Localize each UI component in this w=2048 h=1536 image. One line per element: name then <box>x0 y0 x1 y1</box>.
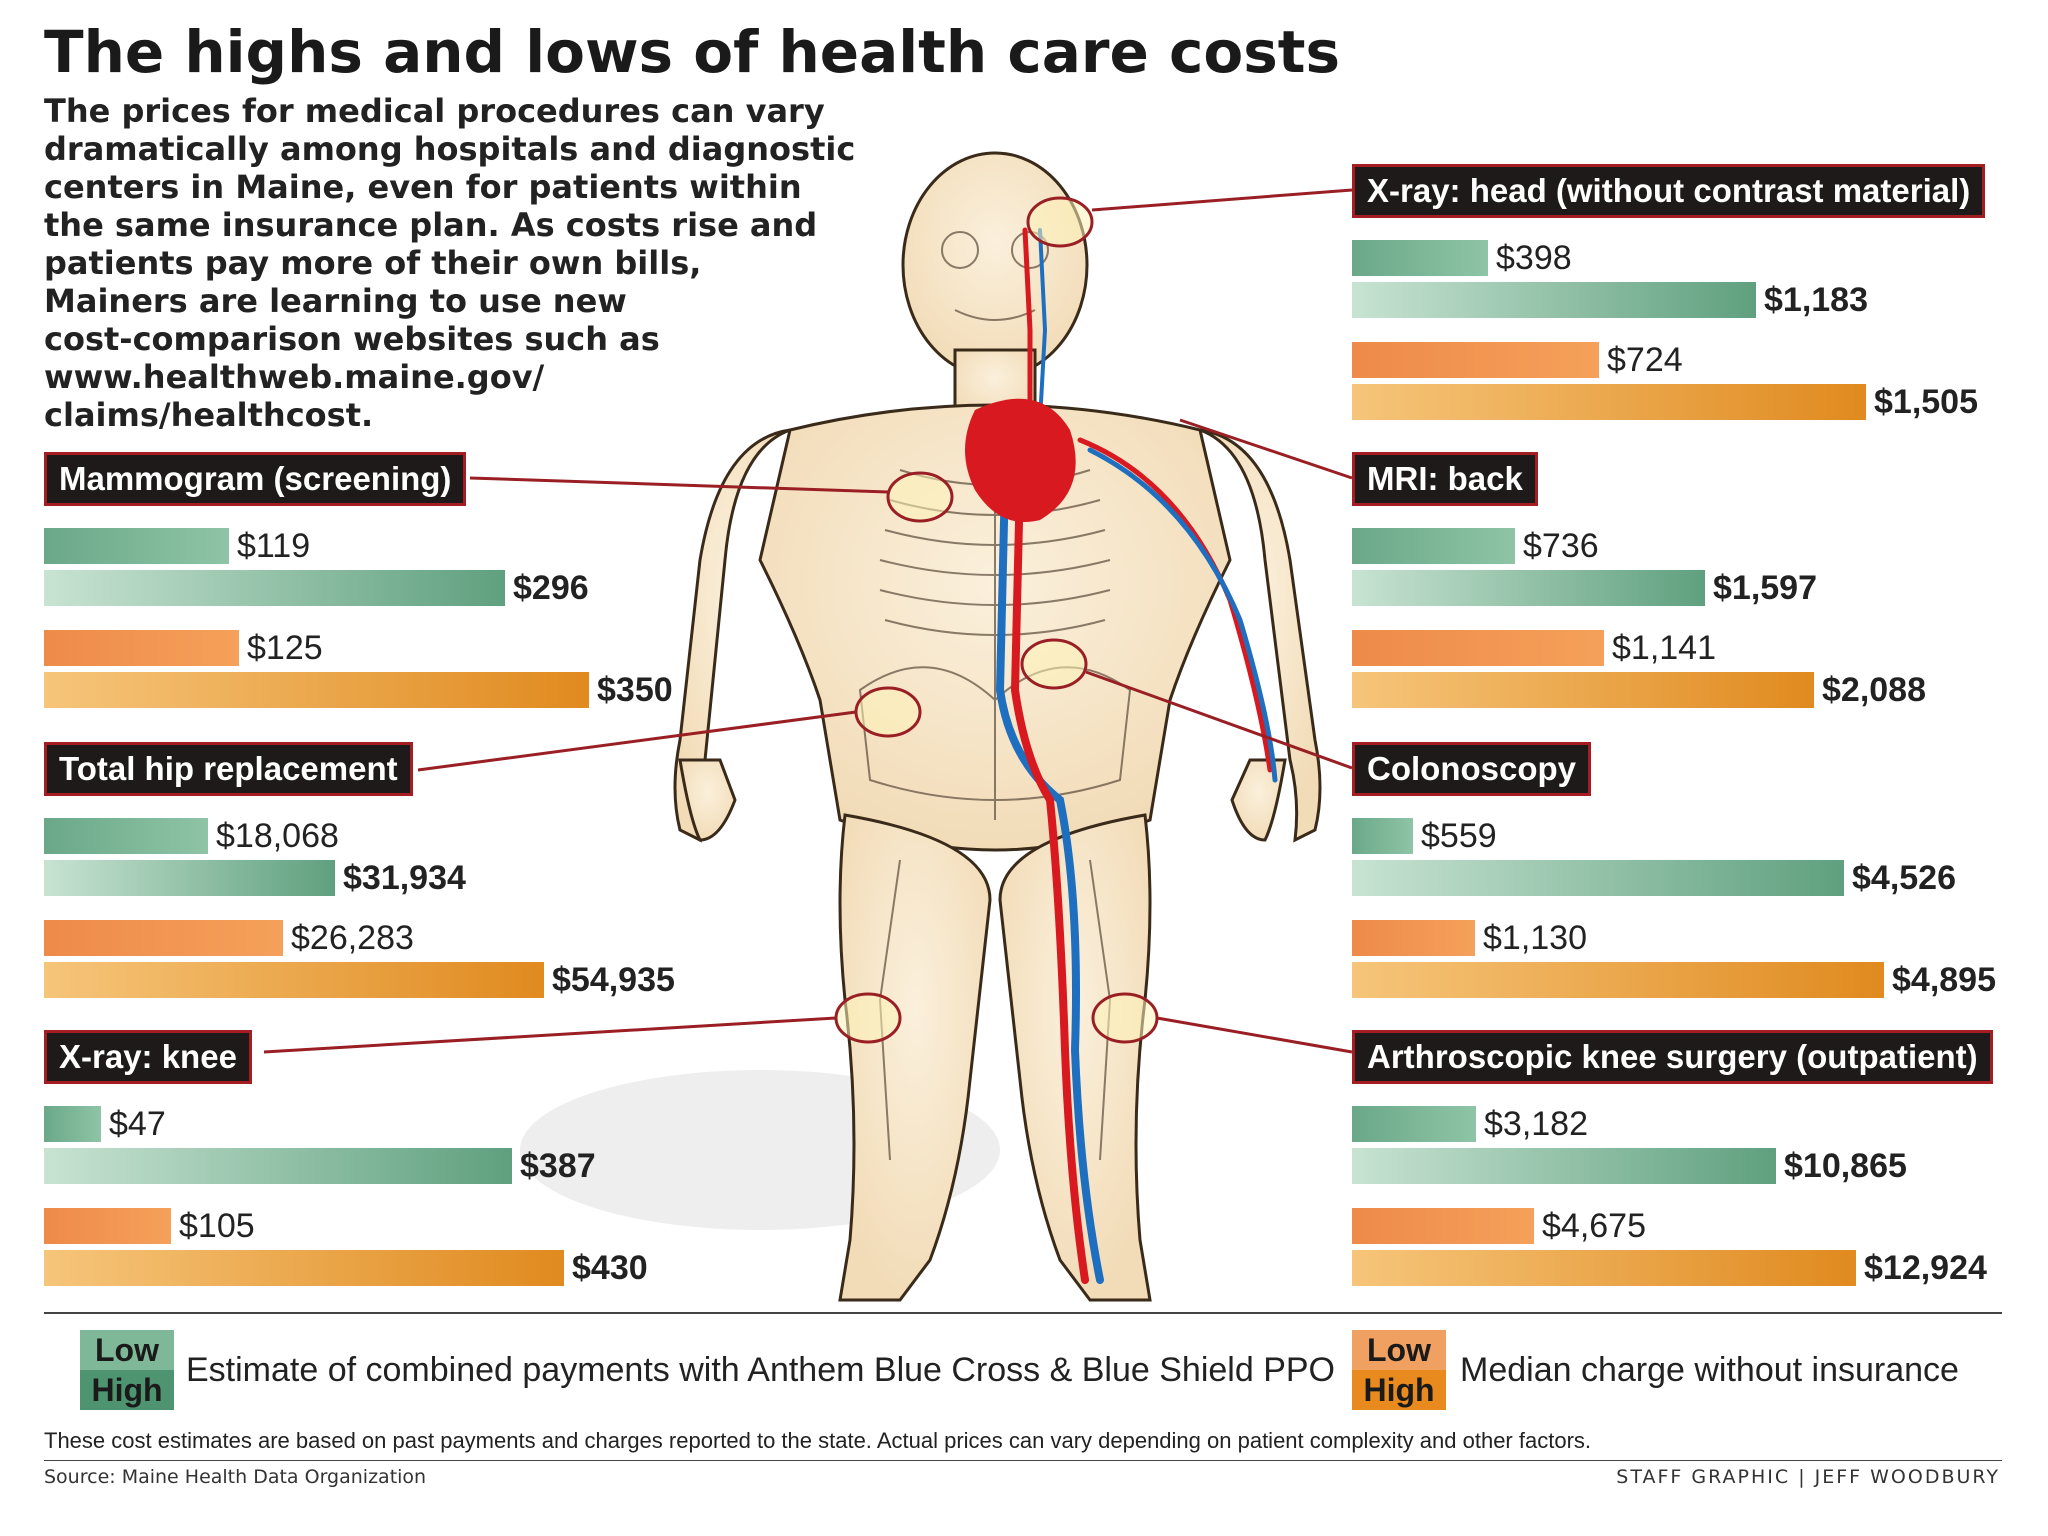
intro-line: The prices for medical procedures can va… <box>44 92 825 130</box>
intro-line: cost-comparison websites such as <box>44 320 660 358</box>
bar-median-high <box>44 1250 564 1286</box>
bar-median-low <box>44 630 239 666</box>
bar-anthem-high <box>44 860 335 896</box>
intro-line: Mainers are learning to use new <box>44 282 627 320</box>
bar-median-high <box>1352 962 1884 998</box>
bar-anthem-high <box>1352 282 1756 318</box>
value-label-median-high: $54,935 <box>552 961 675 999</box>
bar-anthem-low <box>1352 528 1515 564</box>
value-label-anthem-high: $1,597 <box>1713 569 1817 607</box>
value-label-anthem-low: $18,068 <box>216 817 339 855</box>
blood-vessels <box>995 227 1278 1284</box>
bar-median-low <box>44 1208 171 1244</box>
value-label-median-low: $125 <box>247 629 323 667</box>
value-label-anthem-high: $387 <box>520 1147 596 1185</box>
intro-text: The prices for medical procedures can va… <box>44 92 944 434</box>
intro-line: dramatically among hospitals and diagnos… <box>44 130 856 168</box>
bar-median-low <box>1352 630 1604 666</box>
legend-median-high: High <box>1352 1370 1446 1410</box>
value-label-anthem-low: $559 <box>1421 817 1497 855</box>
source-credit: Source: Maine Health Data Organization <box>44 1466 427 1488</box>
procedure-label: Total hip replacement <box>44 742 413 796</box>
intro-line: centers in Maine, even for patients with… <box>44 168 802 206</box>
bar-anthem-high <box>1352 860 1844 896</box>
bar-anthem-low <box>1352 1106 1476 1142</box>
bar-median-low <box>1352 1208 1534 1244</box>
bar-median-high <box>1352 1250 1856 1286</box>
bar-median-high <box>1352 384 1866 420</box>
value-label-median-high: $2,088 <box>1822 671 1926 709</box>
value-label-anthem-low: $47 <box>109 1105 166 1143</box>
procedure-label: X-ray: knee <box>44 1030 252 1084</box>
procedure-label: Arthroscopic knee surgery (outpatient) <box>1352 1030 1993 1084</box>
legend-median-low: Low <box>1352 1330 1446 1370</box>
intro-line: patients pay more of their own bills, <box>44 244 702 282</box>
leader-lines <box>263 188 1353 1054</box>
value-label-median-high: $350 <box>597 671 673 709</box>
bar-median-high <box>44 672 589 708</box>
value-label-median-low: $1,130 <box>1483 919 1587 957</box>
heart <box>965 398 1076 522</box>
intro-line: www.healthweb.maine.gov/ <box>44 358 545 396</box>
intro-line: claims/healthcost. <box>44 396 374 434</box>
intro-line: the same insurance plan. As costs rise a… <box>44 206 818 244</box>
bar-anthem-high <box>1352 1148 1776 1184</box>
value-label-median-low: $724 <box>1607 341 1683 379</box>
bar-median-high <box>1352 672 1814 708</box>
value-label-anthem-low: $736 <box>1523 527 1599 565</box>
footnote: These cost estimates are based on past p… <box>44 1428 1592 1453</box>
bar-median-low <box>1352 920 1475 956</box>
value-label-median-low: $4,675 <box>1542 1207 1646 1245</box>
procedure-label: Mammogram (screening) <box>44 452 467 506</box>
value-label-anthem-low: $3,182 <box>1484 1105 1588 1143</box>
bar-anthem-high <box>44 570 505 606</box>
value-label-anthem-high: $31,934 <box>343 859 466 897</box>
value-label-anthem-low: $119 <box>237 527 311 565</box>
procedure-label: Colonoscopy <box>1352 742 1592 796</box>
bar-median-high <box>44 962 544 998</box>
value-label-median-low: $105 <box>179 1207 255 1245</box>
bar-anthem-low <box>1352 818 1413 854</box>
procedure-label: X-ray: head (without contrast material) <box>1352 164 1986 218</box>
value-label-anthem-high: $10,865 <box>1784 1147 1907 1185</box>
legend-anthem-high: High <box>80 1370 174 1410</box>
value-label-median-high: $4,895 <box>1892 961 1996 999</box>
value-label-anthem-high: $4,526 <box>1852 859 1956 897</box>
legend-anthem-low: Low <box>80 1330 174 1370</box>
bar-median-low <box>1352 342 1599 378</box>
bar-anthem-low <box>44 1106 101 1142</box>
legend-median-text: Median charge without insurance <box>1460 1351 1959 1389</box>
value-label-median-high: $430 <box>572 1249 648 1287</box>
bar-anthem-high <box>44 1148 512 1184</box>
chart-title: The highs and lows of health care costs <box>44 18 1341 86</box>
bar-anthem-low <box>44 528 229 564</box>
bar-median-low <box>44 920 283 956</box>
value-label-median-high: $1,505 <box>1874 383 1978 421</box>
value-label-anthem-high: $296 <box>513 569 589 607</box>
legend-divider <box>44 1312 2002 1314</box>
staff-credit: STAFF GRAPHIC | JEFF WOODBURY <box>1616 1466 2000 1488</box>
bar-anthem-low <box>1352 240 1488 276</box>
procedure-label: MRI: back <box>1352 452 1538 506</box>
value-label-median-low: $26,283 <box>291 919 414 957</box>
value-label-median-low: $1,141 <box>1612 629 1716 667</box>
value-label-anthem-low: $398 <box>1496 239 1572 277</box>
value-label-anthem-high: $1,183 <box>1764 281 1868 319</box>
bar-anthem-low <box>44 818 208 854</box>
footer-divider <box>44 1460 2002 1461</box>
value-label-median-high: $12,924 <box>1864 1249 1987 1287</box>
legend-anthem-text: Estimate of combined payments with Anthe… <box>186 1351 1335 1389</box>
bar-anthem-high <box>1352 570 1705 606</box>
